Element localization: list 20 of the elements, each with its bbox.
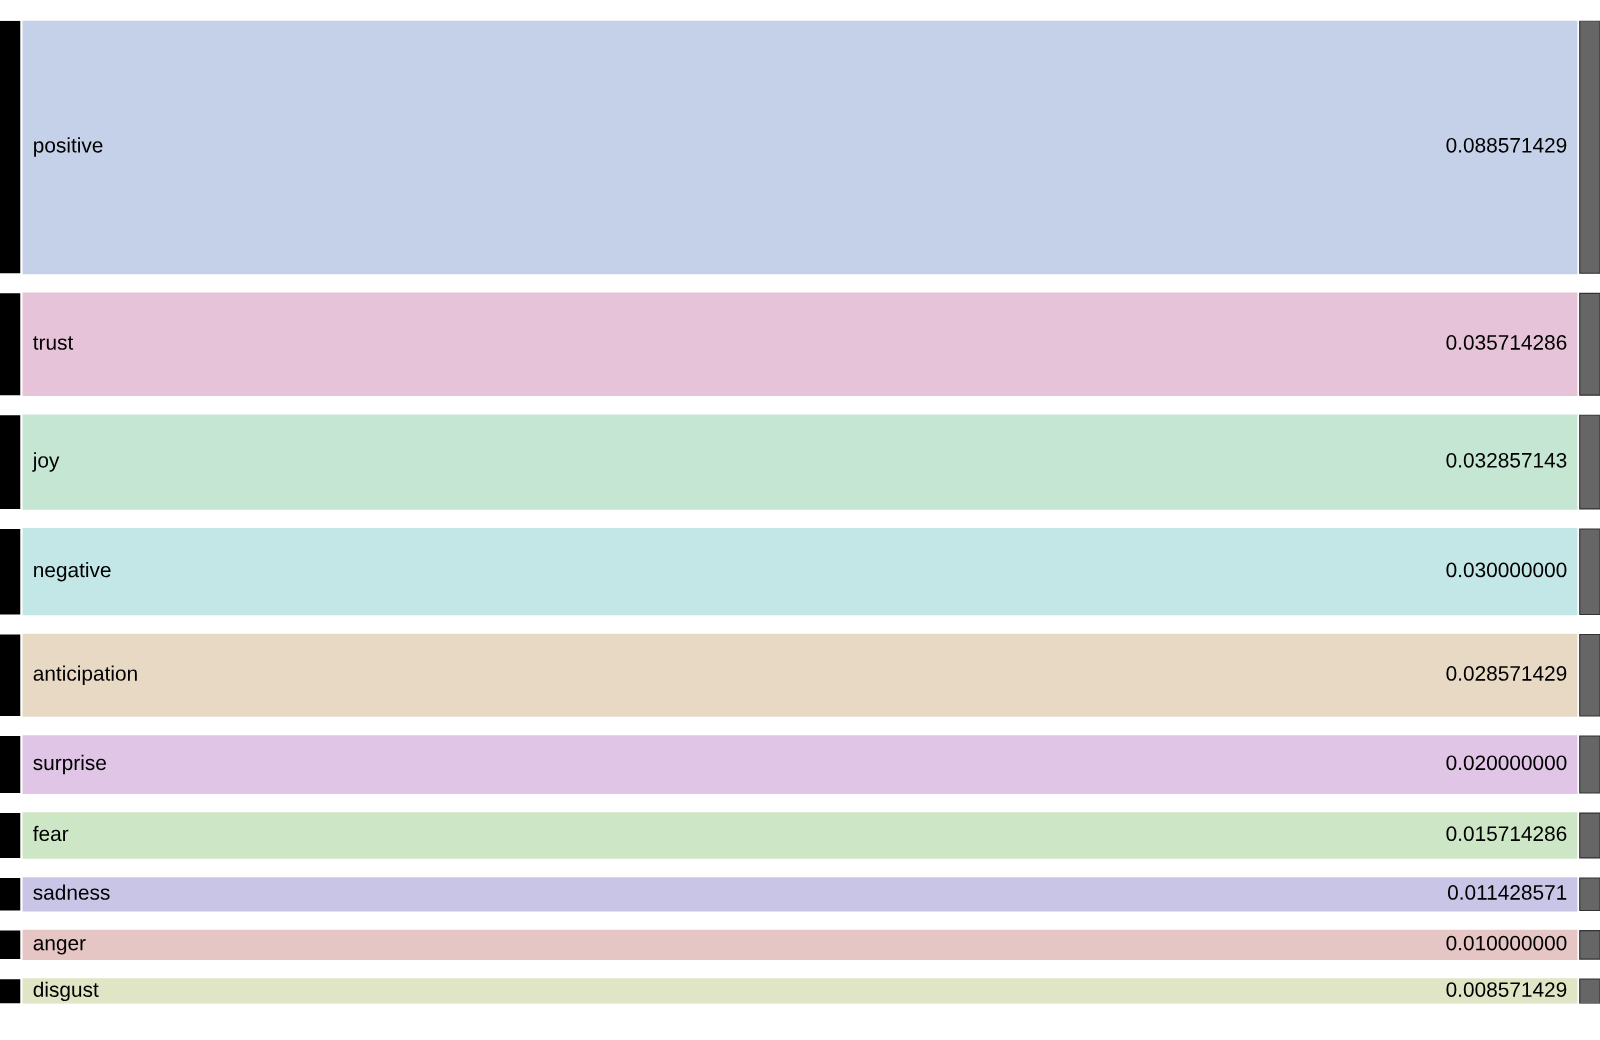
data-label: 0.030000000 bbox=[1446, 562, 1567, 578]
category-label: anticipation bbox=[33, 665, 137, 685]
category-label: surprise bbox=[33, 754, 106, 775]
category-label: trust bbox=[33, 336, 74, 350]
data-label: 0.015714286 bbox=[1446, 826, 1567, 842]
data-label: 0.010000000 bbox=[1446, 935, 1567, 951]
category-label: positive bbox=[34, 137, 103, 157]
data-label: 0.011428571 bbox=[1447, 885, 1567, 900]
category-label: joy bbox=[32, 452, 60, 472]
category-label: anger bbox=[33, 939, 86, 955]
data-label: 0.028571429 bbox=[1446, 666, 1567, 681]
category-label: fear bbox=[33, 825, 69, 842]
data-label: 0.035714286 bbox=[1446, 335, 1567, 350]
data-label: 0.088571429 bbox=[1446, 137, 1567, 153]
data-label: 0.020000000 bbox=[1446, 755, 1567, 771]
category-label: negative bbox=[34, 562, 111, 582]
data-label: 0.032857143 bbox=[1446, 452, 1567, 468]
category-label: sadness bbox=[33, 884, 110, 900]
data-label: 0.008571429 bbox=[1446, 982, 1567, 997]
category-label: disgust bbox=[33, 981, 99, 1002]
